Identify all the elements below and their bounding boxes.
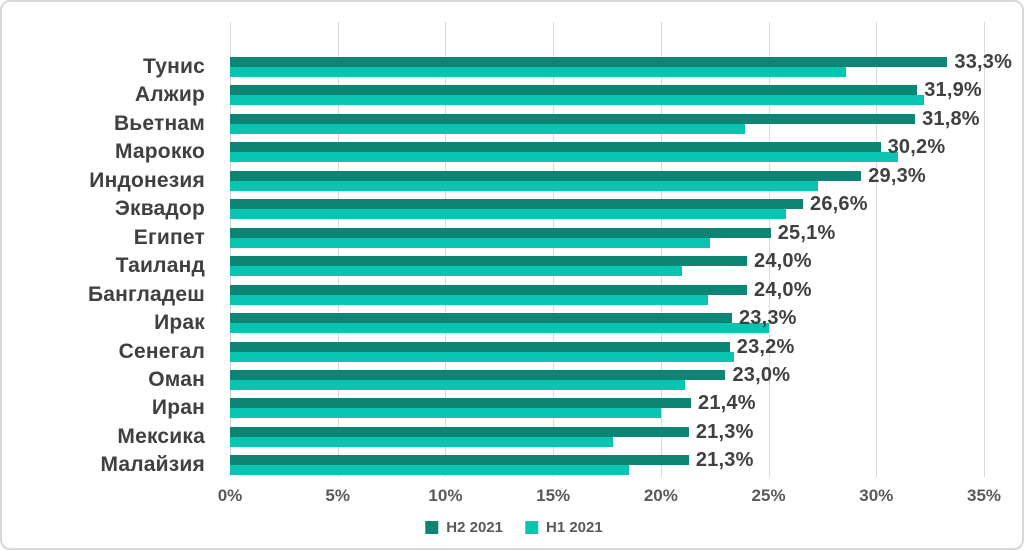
data-label: 21,3%	[695, 449, 754, 472]
bar-h1-2021-15	[230, 465, 629, 476]
bar-h2-2021-15	[230, 455, 689, 466]
category-label: Сенегал	[118, 339, 205, 363]
category-label: Марокко	[114, 140, 205, 164]
category-label: Бангладеш	[87, 282, 205, 306]
bar-h2-2021-2	[230, 85, 918, 96]
legend-label-h1-2021: H1 2021	[546, 519, 603, 536]
x-tick-label: 25%	[751, 486, 786, 505]
bar-h1-2021-9	[230, 294, 709, 305]
bar-h2-2021-4	[230, 142, 881, 153]
bar-h2-2021-1	[230, 57, 948, 67]
legend-swatch-h2-2021	[425, 521, 439, 534]
category-label: Малайзия	[100, 453, 205, 477]
data-label: 33,3%	[954, 51, 1013, 73]
bar-h1-2021-14	[230, 436, 614, 447]
bar-h1-2021-13	[230, 408, 661, 419]
x-tick-label: 20%	[643, 486, 678, 505]
bar-h2-2021-3	[230, 113, 916, 124]
bar-h2-2021-7	[230, 227, 771, 238]
data-label: 23,3%	[738, 307, 797, 330]
bar-h1-2021-6	[230, 209, 786, 220]
category-label: Египет	[133, 225, 205, 249]
data-label: 26,6%	[810, 193, 868, 216]
legend-item-h1-2021: H1 2021	[525, 519, 603, 536]
bar-h1-2021-12	[230, 379, 685, 390]
bar-h1-2021-3	[230, 123, 745, 134]
gridline-5%	[337, 22, 339, 477]
data-label: 25,1%	[777, 221, 836, 244]
gridline-0%	[230, 22, 231, 477]
gridline-10%	[445, 22, 447, 477]
x-tick-label: 35%	[966, 486, 1002, 505]
bar-h2-2021-6	[230, 199, 804, 210]
data-label: 31,8%	[922, 107, 980, 130]
x-tick-label: 0%	[217, 486, 243, 505]
bar-h1-2021-8	[230, 266, 683, 277]
gridline-30%	[876, 22, 878, 477]
legend: H2 2021 H1 2021	[425, 519, 603, 536]
data-label: 24,0%	[754, 250, 812, 273]
plot-area: 33,3% 31,9% 31,8% 30,2% 29,3% 26,6% 25,1% 24,0%…	[230, 22, 1012, 477]
category-label: Эквадор	[114, 197, 205, 221]
legend-item-h2-2021: H2 2021	[425, 519, 503, 536]
legend-label-h2-2021: H2 2021	[446, 519, 503, 536]
category-label: Мексика	[117, 424, 205, 448]
data-label: 30,2%	[887, 136, 946, 159]
bar-h2-2021-13	[230, 398, 692, 409]
category-label: Оман	[148, 367, 205, 391]
category-label: Алжир	[134, 83, 205, 107]
value-axis: 0% 5% 10% 15% 20% 25% 30% 35%	[218, 485, 1001, 507]
bar-h2-2021-5	[230, 170, 862, 181]
bar-h1-2021-4	[230, 152, 898, 163]
legend-swatch-h1-2021	[525, 521, 538, 534]
x-tick-label: 10%	[428, 486, 463, 505]
data-label: 29,3%	[868, 164, 926, 187]
category-label: Иран	[151, 396, 205, 420]
x-tick-label: 15%	[536, 486, 571, 505]
data-label: 24,0%	[754, 278, 812, 301]
data-label: 31,9%	[924, 79, 982, 102]
bar-h1-2021-1	[230, 67, 847, 77]
bar-h2-2021-10	[230, 313, 732, 324]
gridline-25%	[768, 22, 770, 477]
bar-h1-2021-5	[230, 180, 819, 191]
bar-h2-2021-12	[230, 369, 726, 380]
x-tick-label: 5%	[325, 486, 350, 505]
x-tick-label: 30%	[859, 486, 894, 505]
gridline-15%	[553, 22, 555, 477]
category-axis: Тунис Алжир Вьетнам Марокко Индонезия Эквадор…	[2, 22, 218, 477]
bar-h1-2021-2	[230, 95, 924, 106]
data-label: 23,2%	[736, 335, 795, 358]
gridline-35%	[984, 22, 985, 477]
data-label: 23,0%	[732, 363, 791, 386]
bar-h1-2021-10	[230, 323, 769, 334]
category-label: Индонезия	[89, 168, 205, 192]
bar-h1-2021-7	[230, 237, 711, 248]
category-label: Ирак	[154, 311, 205, 335]
bar-h2-2021-14	[230, 426, 689, 437]
gridline-20%	[660, 22, 662, 477]
bar-h2-2021-8	[230, 256, 748, 267]
data-label: 21,4%	[698, 392, 756, 415]
category-label: Вьетнам	[113, 111, 205, 135]
bar-h2-2021-9	[230, 284, 748, 295]
bar-h2-2021-11	[230, 341, 730, 352]
bar-h1-2021-11	[230, 351, 735, 362]
category-label: Тунис	[143, 55, 205, 78]
data-label: 21,3%	[695, 420, 754, 443]
category-label: Таиланд	[115, 254, 205, 278]
